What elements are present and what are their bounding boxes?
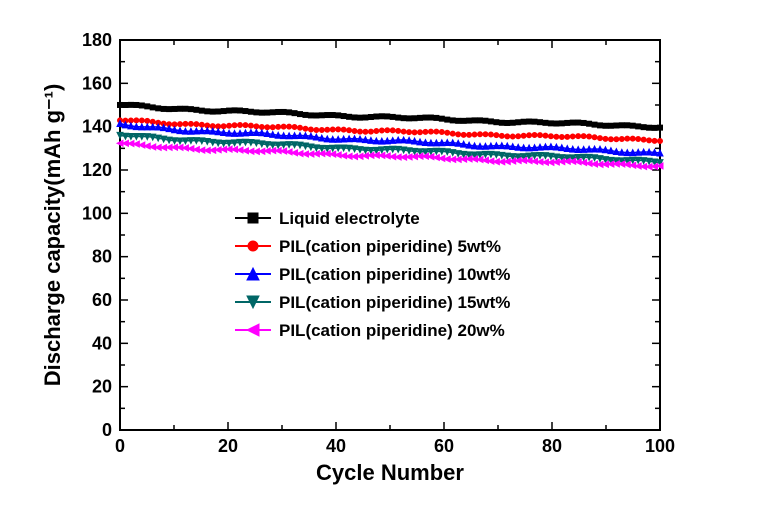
legend-label-pil-15wt: PIL(cation piperidine) 15wt%: [279, 293, 510, 312]
legend-label-liquid-electrolyte: Liquid electrolyte: [279, 209, 420, 228]
y-tick-label: 180: [82, 30, 112, 50]
y-tick-label: 0: [102, 420, 112, 440]
legend-label-pil-20wt: PIL(cation piperidine) 20w%: [279, 321, 505, 340]
x-axis-label: Cycle Number: [316, 460, 464, 485]
x-tick-label: 40: [326, 436, 346, 456]
y-tick-label: 140: [82, 117, 112, 137]
y-tick-label: 120: [82, 160, 112, 180]
y-tick-label: 20: [92, 377, 112, 397]
chart-container: 0 20 40 60 80 100 0 20 40 60 80 100 120 140 160 180 Cycl…: [0, 0, 765, 516]
x-tick-label: 100: [645, 436, 675, 456]
x-tick-label: 80: [542, 436, 562, 456]
legend-label-pil-10wt: PIL(cation piperidine) 10wt%: [279, 265, 510, 284]
y-tick-label: 160: [82, 73, 112, 93]
discharge-capacity-chart: 0 20 40 60 80 100 0 20 40 60 80 100 120 140 160 180 Cycl…: [0, 0, 765, 516]
y-tick-label: 100: [82, 203, 112, 223]
x-tick-label: 20: [218, 436, 238, 456]
y-tick-label: 60: [92, 290, 112, 310]
x-tick-label: 60: [434, 436, 454, 456]
y-tick-label: 40: [92, 333, 112, 353]
y-tick-label: 80: [92, 247, 112, 267]
legend-label-pil-5wt: PIL(cation piperidine) 5wt%: [279, 237, 501, 256]
y-axis-label: Discharge capacity(mAh g⁻¹): [40, 84, 65, 387]
x-tick-label: 0: [115, 436, 125, 456]
